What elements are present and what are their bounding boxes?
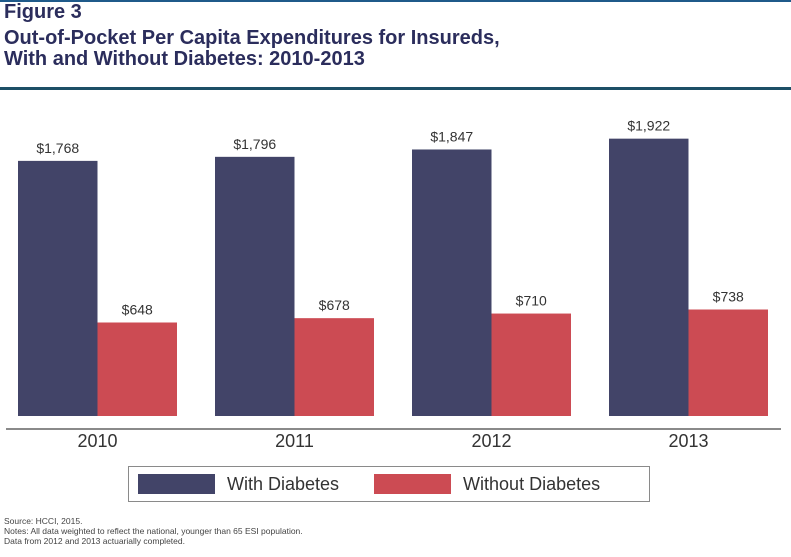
- legend: With Diabetes Without Diabetes: [128, 466, 650, 502]
- legend-label-without-diabetes: Without Diabetes: [463, 473, 601, 494]
- data-label-without-diabetes-2013: $738: [713, 289, 744, 305]
- bar-without-diabetes-2010: [97, 322, 177, 416]
- data-label-without-diabetes-2011: $678: [319, 297, 350, 313]
- notes-line-2: Data from 2012 and 2013 actuarially comp…: [4, 536, 185, 546]
- bar-with-diabetes-2012: [412, 149, 492, 416]
- x-tick-label-2011: 2011: [275, 431, 314, 451]
- x-tick-label-2012: 2012: [471, 431, 511, 451]
- figure-title: Out-of-Pocket Per Capita Expenditures fo…: [4, 28, 500, 70]
- figure-label: Figure 3: [4, 1, 82, 23]
- bar-with-diabetes-2010: [18, 160, 98, 416]
- data-label-without-diabetes-2010: $648: [122, 301, 153, 317]
- bar-with-diabetes-2011: [215, 156, 295, 416]
- data-label-without-diabetes-2012: $710: [516, 293, 547, 309]
- figure-title-line-2: With and Without Diabetes: 2010-2013: [4, 48, 365, 70]
- legend-label-with-diabetes: With Diabetes: [227, 473, 340, 494]
- source-note: Source: HCCI, 2015.: [4, 516, 83, 526]
- bar-with-diabetes-2013: [609, 138, 689, 416]
- top-rule: [0, 0, 791, 2]
- data-label-with-diabetes-2013: $1,922: [627, 118, 670, 134]
- bar-without-diabetes-2012: [491, 313, 571, 416]
- x-tick-label-2013: 2013: [668, 431, 708, 451]
- bar-without-diabetes-2013: [688, 309, 768, 416]
- notes: Source: HCCI, 2015. Notes: All data weig…: [4, 516, 303, 546]
- title-rule: [0, 87, 791, 90]
- data-label-with-diabetes-2010: $1,768: [36, 140, 79, 156]
- data-label-with-diabetes-2011: $1,796: [233, 136, 276, 152]
- legend-swatch-with-diabetes: [138, 474, 215, 494]
- legend-swatch-without-diabetes: [374, 474, 452, 494]
- data-label-with-diabetes-2012: $1,847: [430, 128, 473, 144]
- bar-without-diabetes-2011: [294, 318, 374, 416]
- notes-line-1: Notes: All data weighted to reflect the …: [4, 526, 303, 536]
- x-tick-label-2010: 2010: [77, 431, 117, 451]
- figure-title-line-1: Out-of-Pocket Per Capita Expenditures fo…: [4, 27, 500, 49]
